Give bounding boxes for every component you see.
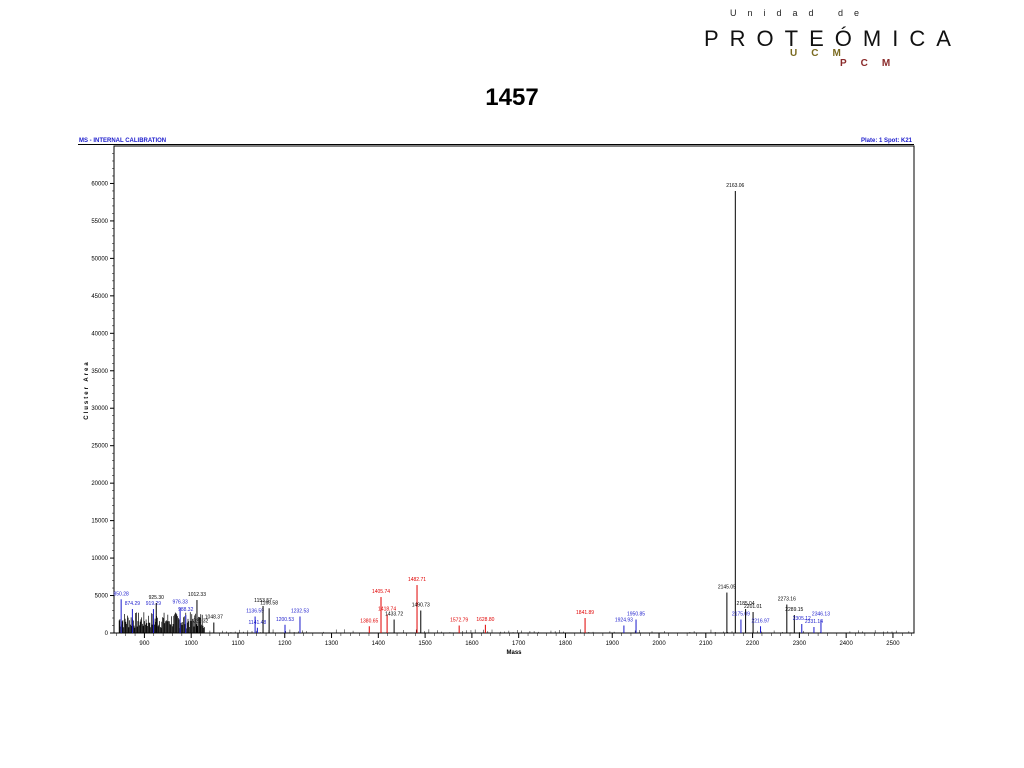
peak-label: 1433.72 — [385, 612, 403, 618]
logo-pcm-text: PCM — [840, 58, 905, 69]
chart-header-left: MS - INTERNAL CALIBRATION — [79, 138, 166, 144]
peak-label: 2185.04 — [737, 601, 755, 607]
y-tick-label: 15000 — [91, 519, 108, 525]
peak-label: 919.29 — [146, 601, 162, 607]
y-tick-label: 60000 — [91, 181, 108, 187]
peak-label: 1628.80 — [476, 617, 494, 623]
peak-label: 1048.37 — [205, 615, 223, 621]
peak-label: 1418.74 — [378, 606, 396, 612]
plot-frame — [113, 145, 915, 634]
peak-label: 020.32 — [193, 618, 209, 624]
x-tick-label: 2100 — [699, 641, 713, 647]
x-tick-label: 900 — [139, 641, 150, 647]
peak-label: 2216.97 — [751, 618, 769, 624]
y-tick-label: 10000 — [91, 556, 108, 562]
peak-label: 1405.74 — [372, 589, 390, 595]
peak-label: 2305.12 — [793, 616, 811, 622]
x-tick-label: 1600 — [465, 641, 479, 647]
proteomica-logo: Unidad de PROTEÓMICA UCM PCM — [700, 8, 990, 70]
peak-label: 1490.73 — [412, 603, 430, 609]
peak-label: 2273.16 — [778, 597, 796, 603]
y-tick-label: 20000 — [91, 481, 108, 487]
x-tick-label: 2000 — [652, 641, 666, 647]
x-tick-label: 2300 — [793, 641, 807, 647]
x-axis-label: Mass — [506, 650, 522, 656]
peak-label: 1841.89 — [576, 610, 594, 616]
peak-label: 925.30 — [149, 595, 165, 601]
logo-ucm-text: UCM — [790, 48, 855, 59]
chart-header-right: Plate: 1 Spot: K21 — [861, 138, 913, 144]
peak-label: 1136.59 — [246, 609, 264, 615]
peak-label: 2289.15 — [785, 607, 803, 613]
logo-unidad-text: Unidad de — [730, 8, 871, 18]
x-tick-label: 1700 — [512, 641, 526, 647]
peak-label: 1380.65 — [360, 618, 378, 624]
y-tick-label: 5000 — [95, 594, 109, 600]
peak-label: 2346.13 — [812, 612, 830, 618]
peak-label: 988.32 — [178, 607, 194, 613]
peak-label: 2163.06 — [726, 183, 744, 189]
peak-label: 2175.09 — [732, 612, 750, 618]
peak-label: 1482.71 — [408, 577, 426, 583]
page-title: 1457 — [485, 84, 539, 111]
x-tick-label: 1500 — [418, 641, 432, 647]
x-tick-label: 1200 — [278, 641, 292, 647]
peak-label: 1572.79 — [450, 618, 468, 624]
y-tick-label: 0 — [105, 631, 109, 637]
x-tick-label: 1300 — [325, 641, 339, 647]
peak-label: 874.29 — [125, 601, 141, 607]
x-tick-label: 1400 — [372, 641, 386, 647]
x-axis-ticks: 900 1000 1100 1200 1300 1400 1500 1600 1700 1800 1… — [116, 633, 912, 647]
peak-label: 1232.53 — [291, 609, 309, 615]
peak-label: 2201.01 — [744, 604, 762, 610]
peak-label: 1012.33 — [188, 592, 206, 598]
peak-label: 1200.53 — [276, 617, 294, 623]
peak-label: 1141.48 — [249, 620, 267, 626]
y-tick-label: 30000 — [91, 406, 108, 412]
peak-label: 976.33 — [172, 600, 188, 606]
y-axis-ticks: 0 5000 10000 15000 20000 25000 30000 35000 40000… — [91, 153, 114, 637]
peak-label: 2145.05 — [718, 585, 736, 591]
x-tick-label: 2500 — [886, 641, 900, 647]
peak-label: 1166.58 — [260, 600, 278, 606]
peak-label: 850.28 — [114, 591, 130, 597]
y-tick-label: 35000 — [91, 369, 108, 375]
x-tick-label: 1000 — [185, 641, 199, 647]
baseline-noise — [118, 612, 910, 633]
x-tick-label: 1900 — [606, 641, 620, 647]
x-tick-label: 1800 — [559, 641, 573, 647]
x-tick-label: 2400 — [839, 641, 853, 647]
y-tick-label: 25000 — [91, 444, 108, 450]
peak-label: 1924.93 — [615, 618, 633, 624]
y-tick-label: 45000 — [91, 294, 108, 300]
logo-proteomica-text: PROTEÓMICA — [704, 26, 962, 51]
x-tick-label: 2200 — [746, 641, 760, 647]
y-tick-label: 40000 — [91, 331, 108, 337]
peak-label: 1153.57 — [254, 598, 272, 604]
x-tick-label: 1100 — [232, 641, 246, 647]
y-axis-label: Cluster Area — [84, 360, 90, 419]
y-tick-label: 55000 — [91, 219, 108, 225]
peak-label: 1950.85 — [627, 612, 645, 618]
peak-label: 2331.14 — [805, 619, 823, 625]
y-tick-label: 50000 — [91, 256, 108, 262]
